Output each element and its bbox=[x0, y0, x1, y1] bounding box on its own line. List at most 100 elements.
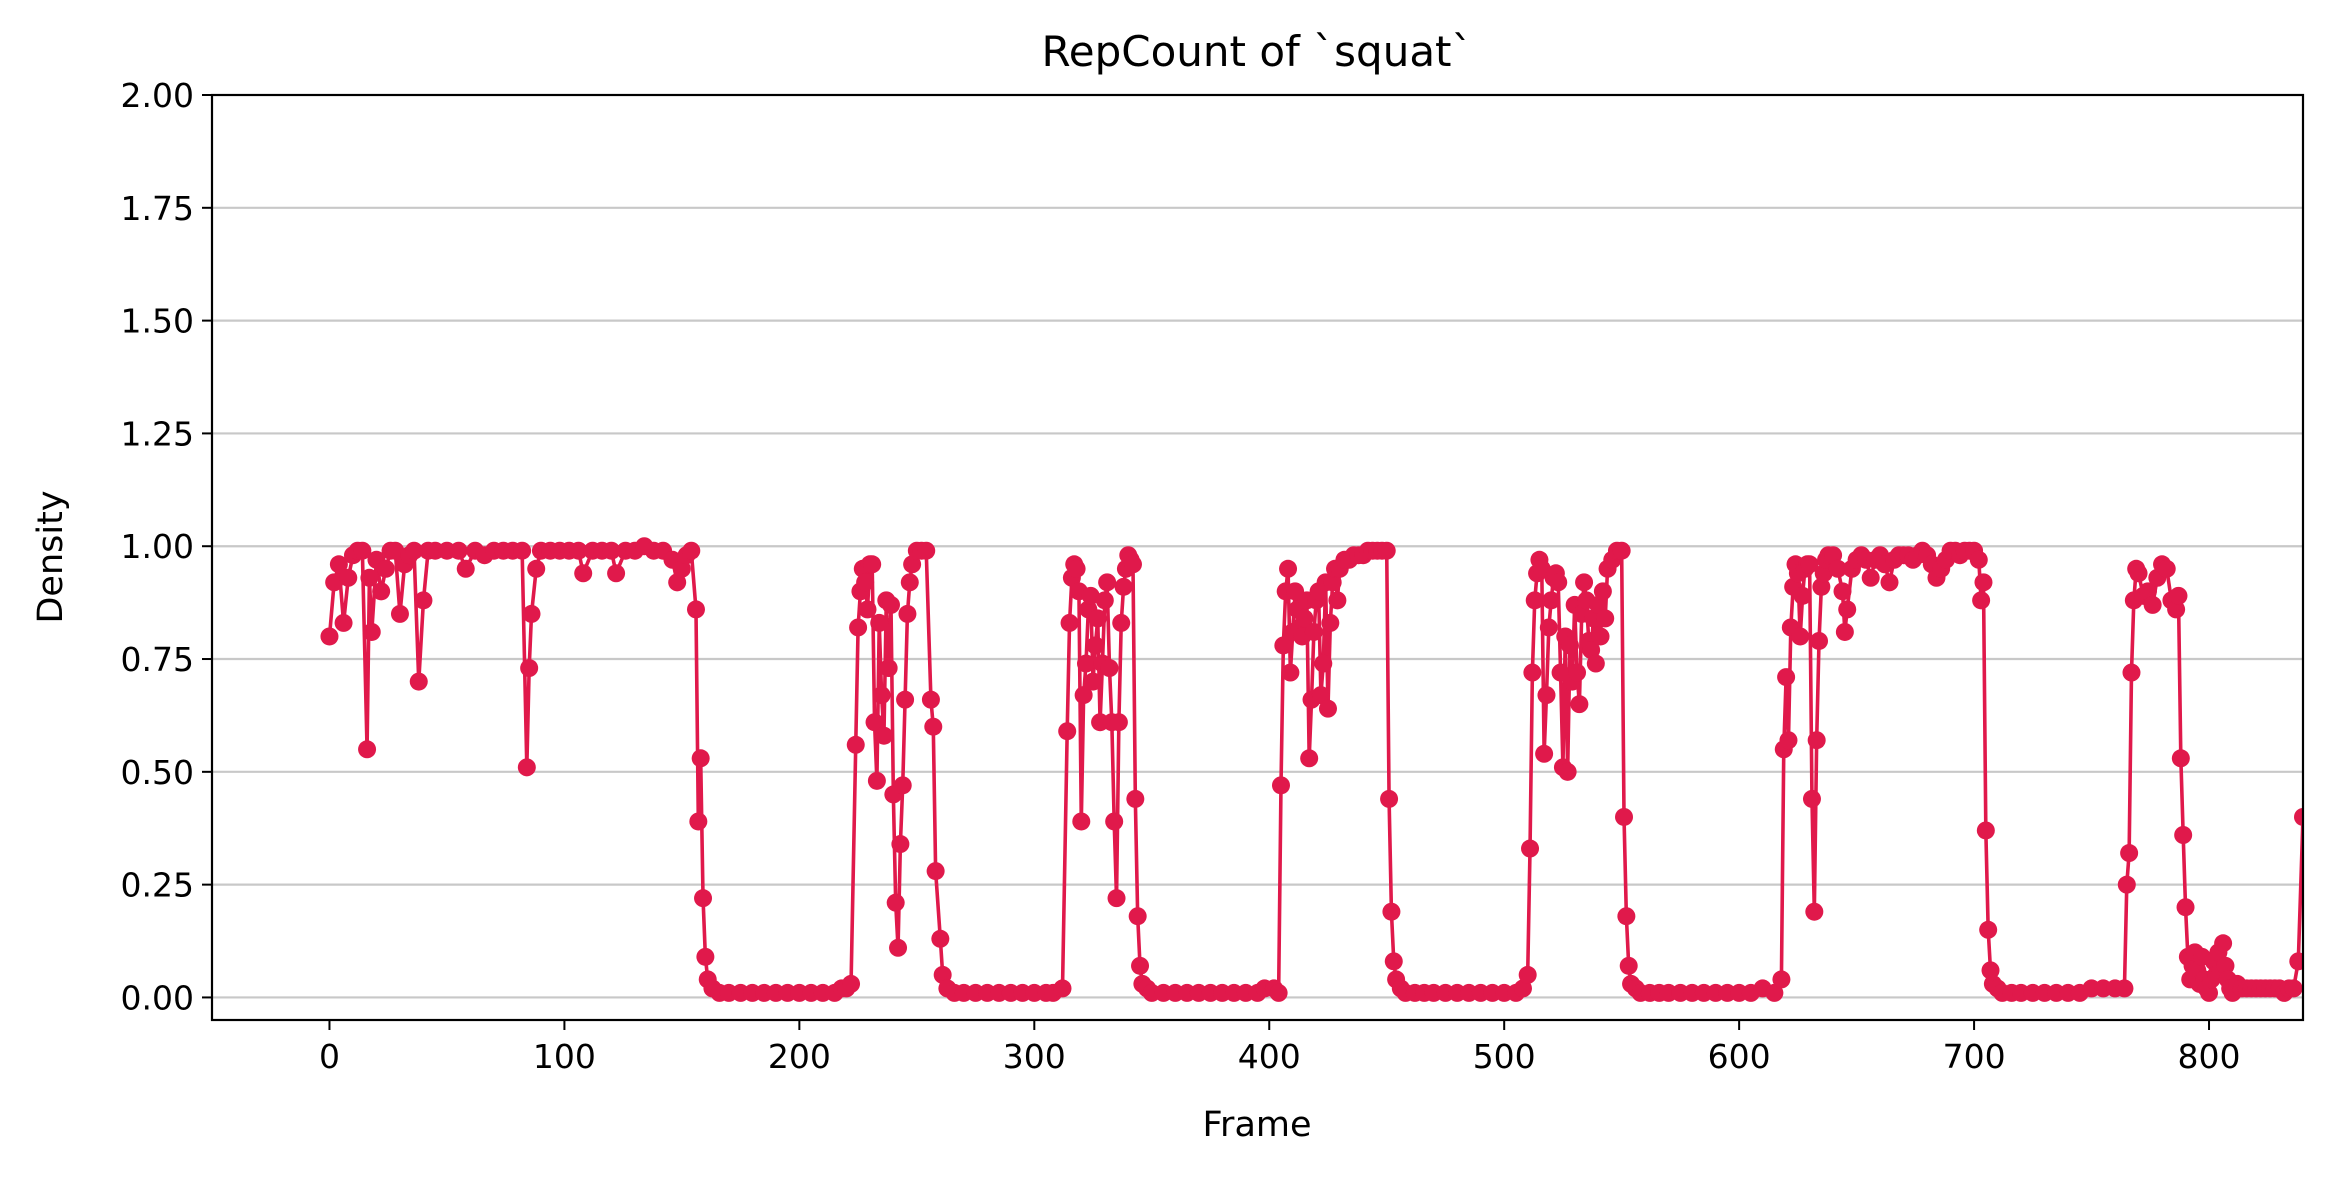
data-point bbox=[358, 740, 377, 759]
data-point bbox=[1969, 550, 1988, 569]
data-point bbox=[1295, 609, 1314, 628]
data-point bbox=[1300, 749, 1319, 768]
data-point bbox=[1619, 956, 1638, 975]
data-point bbox=[2157, 559, 2176, 578]
data-point bbox=[1131, 956, 1150, 975]
data-point bbox=[1053, 979, 1072, 998]
y-tick-label: 0.25 bbox=[121, 866, 194, 905]
x-axis-label: Frame bbox=[1202, 1105, 1311, 1145]
data-point bbox=[1591, 627, 1610, 646]
y-tick-label: 0.50 bbox=[121, 753, 194, 792]
data-point bbox=[1838, 600, 1857, 619]
data-point bbox=[917, 541, 936, 560]
data-point bbox=[924, 717, 943, 736]
data-point bbox=[889, 938, 908, 957]
data-point bbox=[1518, 965, 1537, 984]
data-point bbox=[1067, 559, 1086, 578]
data-point bbox=[1123, 555, 1142, 574]
data-point bbox=[1535, 744, 1554, 763]
data-point bbox=[1800, 555, 1819, 574]
data-point bbox=[325, 573, 344, 592]
data-point bbox=[1793, 586, 1812, 605]
data-point bbox=[2200, 983, 2219, 1002]
data-point bbox=[858, 600, 877, 619]
chart-title: RepCount of `squat` bbox=[1041, 27, 1472, 76]
data-point bbox=[522, 604, 541, 623]
data-point bbox=[1549, 573, 1568, 592]
data-point bbox=[2176, 898, 2195, 917]
data-point bbox=[1974, 573, 1993, 592]
data-point bbox=[1384, 952, 1403, 971]
data-point bbox=[1271, 776, 1290, 795]
data-point bbox=[1810, 631, 1829, 650]
data-point bbox=[390, 604, 409, 623]
data-point bbox=[376, 559, 395, 578]
data-point bbox=[900, 573, 919, 592]
data-point bbox=[1086, 636, 1105, 655]
data-point bbox=[1880, 573, 1899, 592]
data-point bbox=[569, 541, 588, 560]
data-point bbox=[1779, 731, 1798, 750]
data-point bbox=[574, 564, 593, 583]
x-tick-label: 700 bbox=[1943, 1037, 2006, 1076]
data-point bbox=[898, 604, 917, 623]
data-point bbox=[1382, 902, 1401, 921]
data-point bbox=[2169, 586, 2188, 605]
data-point bbox=[926, 862, 945, 881]
data-point bbox=[607, 564, 626, 583]
data-point bbox=[1084, 672, 1103, 691]
data-point bbox=[409, 672, 428, 691]
data-point bbox=[527, 559, 546, 578]
data-point bbox=[1570, 695, 1589, 714]
data-point bbox=[2171, 749, 2190, 768]
data-point bbox=[1058, 722, 1077, 741]
data-point bbox=[1088, 609, 1107, 628]
data-point bbox=[1777, 668, 1796, 687]
data-point bbox=[1833, 582, 1852, 601]
data-point bbox=[1525, 591, 1544, 610]
x-axis: 0 100 200 300 400 500 600 700 800 bbox=[319, 1020, 2241, 1076]
data-point bbox=[1323, 573, 1342, 592]
data-point bbox=[1615, 807, 1634, 826]
data-point bbox=[1772, 970, 1791, 989]
data-point bbox=[694, 889, 713, 908]
x-tick-label: 0 bbox=[319, 1037, 340, 1076]
data-point bbox=[893, 776, 912, 795]
data-point bbox=[1802, 789, 1821, 808]
data-point bbox=[1558, 762, 1577, 781]
y-tick-label: 1.75 bbox=[121, 189, 194, 228]
y-tick-label: 0.75 bbox=[121, 640, 194, 679]
y-tick-label: 1.25 bbox=[121, 414, 194, 453]
data-point bbox=[921, 690, 940, 709]
data-point bbox=[1081, 586, 1100, 605]
data-point bbox=[517, 758, 536, 777]
data-point bbox=[1542, 591, 1561, 610]
data-point bbox=[2214, 934, 2233, 953]
x-tick-label: 600 bbox=[1708, 1037, 1771, 1076]
data-point bbox=[320, 627, 339, 646]
data-point bbox=[696, 947, 715, 966]
data-point bbox=[1523, 663, 1542, 682]
data-point bbox=[846, 735, 865, 754]
data-point bbox=[886, 893, 905, 912]
data-point bbox=[449, 541, 468, 560]
data-point bbox=[842, 974, 861, 993]
data-point bbox=[856, 573, 875, 592]
data-point bbox=[1109, 713, 1128, 732]
y-axis-label: Density bbox=[31, 490, 71, 623]
data-point bbox=[896, 690, 915, 709]
x-tick-label: 500 bbox=[1473, 1037, 1536, 1076]
grid-layer bbox=[212, 206, 2303, 999]
data-point bbox=[1976, 821, 1995, 840]
data-point bbox=[1593, 582, 1612, 601]
data-point bbox=[1596, 609, 1615, 628]
data-point bbox=[1314, 654, 1333, 673]
x-tick-label: 400 bbox=[1238, 1037, 1301, 1076]
x-tick-label: 200 bbox=[768, 1037, 831, 1076]
data-point bbox=[891, 835, 910, 854]
data-point bbox=[2284, 979, 2303, 998]
data-point bbox=[2167, 600, 2186, 619]
data-point bbox=[1072, 812, 1091, 831]
data-point bbox=[1126, 789, 1145, 808]
data-point bbox=[1311, 686, 1330, 705]
